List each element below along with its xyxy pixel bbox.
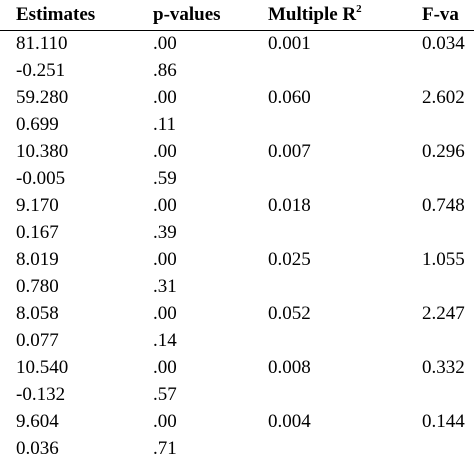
table-row: 0.077 .14 bbox=[0, 329, 474, 356]
table-row: 0.699 .11 bbox=[0, 113, 474, 140]
multiple-r-squared-cell: 0.060 bbox=[268, 87, 311, 108]
header-p-values: p-values bbox=[153, 4, 221, 25]
estimate-cell: 0.036 bbox=[16, 438, 59, 459]
estimate-cell: 59.280 bbox=[16, 87, 69, 108]
header-multiple-r-superscript: 2 bbox=[356, 3, 362, 15]
p-value-cell: .00 bbox=[153, 195, 177, 216]
table-row: 9.604 .00 0.004 0.144 bbox=[0, 410, 474, 437]
f-value-cell: 0.296 bbox=[422, 141, 465, 162]
estimate-cell: 0.699 bbox=[16, 114, 59, 135]
header-f-value: F-va bbox=[422, 4, 459, 25]
f-value-cell: 0.748 bbox=[422, 195, 465, 216]
estimate-cell: -0.132 bbox=[16, 384, 66, 405]
p-value-cell: .14 bbox=[153, 330, 177, 351]
table-header: Estimates p-values Multiple R2 F-va bbox=[0, 0, 474, 30]
p-value-cell: .11 bbox=[153, 114, 177, 135]
table-row: 0.167 .39 bbox=[0, 221, 474, 248]
p-value-cell: .00 bbox=[153, 249, 177, 270]
table-row: 0.780 .31 bbox=[0, 275, 474, 302]
header-multiple-r-text: Multiple R bbox=[268, 4, 357, 25]
multiple-r-squared-cell: 0.004 bbox=[268, 411, 311, 432]
p-value-cell: .57 bbox=[153, 384, 177, 405]
p-value-cell: .00 bbox=[153, 357, 177, 378]
p-value-cell: .00 bbox=[153, 87, 177, 108]
p-value-cell: .59 bbox=[153, 168, 177, 189]
table-row: -0.251 .86 bbox=[0, 59, 474, 86]
f-value-cell: 1.055 bbox=[422, 249, 465, 270]
table-row: 81.110 .00 0.001 0.034 bbox=[0, 32, 474, 59]
estimate-cell: 0.077 bbox=[16, 330, 59, 351]
estimate-cell: 0.780 bbox=[16, 276, 59, 297]
table-row: -0.005 .59 bbox=[0, 167, 474, 194]
estimate-cell: 8.058 bbox=[16, 303, 59, 324]
table-row: 0.036 .71 bbox=[0, 437, 474, 464]
p-value-cell: .86 bbox=[153, 60, 177, 81]
header-estimates: Estimates bbox=[16, 4, 96, 25]
estimate-cell: 9.170 bbox=[16, 195, 59, 216]
estimate-cell: 8.019 bbox=[16, 249, 59, 270]
table-row: 8.019 .00 0.025 1.055 bbox=[0, 248, 474, 275]
p-value-cell: .71 bbox=[153, 438, 177, 459]
multiple-r-squared-cell: 0.025 bbox=[268, 249, 311, 270]
multiple-r-squared-cell: 0.001 bbox=[268, 33, 311, 54]
p-value-cell: .00 bbox=[153, 411, 177, 432]
table-row: 59.280 .00 0.060 2.602 bbox=[0, 86, 474, 113]
table-row: 9.170 .00 0.018 0.748 bbox=[0, 194, 474, 221]
p-value-cell: .39 bbox=[153, 222, 177, 243]
p-value-cell: .00 bbox=[153, 141, 177, 162]
estimate-cell: 81.110 bbox=[16, 33, 68, 54]
header-multiple-r-squared: Multiple R2 bbox=[268, 2, 362, 28]
multiple-r-squared-cell: 0.018 bbox=[268, 195, 311, 216]
f-value-cell: 0.332 bbox=[422, 357, 465, 378]
f-value-cell: 0.144 bbox=[422, 411, 465, 432]
estimate-cell: -0.005 bbox=[16, 168, 66, 189]
header-rule bbox=[0, 30, 474, 31]
estimate-cell: -0.251 bbox=[16, 60, 66, 81]
table-row: -0.132 .57 bbox=[0, 383, 474, 410]
multiple-r-squared-cell: 0.008 bbox=[268, 357, 311, 378]
p-value-cell: .31 bbox=[153, 276, 177, 297]
multiple-r-squared-cell: 0.007 bbox=[268, 141, 311, 162]
f-value-cell: 0.034 bbox=[422, 33, 465, 54]
table-body: 81.110.00 0.001 0.034 -0.251.86 59.280.00 0.0… bbox=[0, 32, 474, 464]
estimate-cell: 0.167 bbox=[16, 222, 59, 243]
p-value-cell: .00 bbox=[153, 303, 177, 324]
table-row: 10.380 .00 0.007 0.296 bbox=[0, 140, 474, 167]
table-row: 10.540 .00 0.008 0.332 bbox=[0, 356, 474, 383]
f-value-cell: 2.247 bbox=[422, 303, 465, 324]
table-row: 8.058 .00 0.052 2.247 bbox=[0, 302, 474, 329]
f-value-cell: 2.602 bbox=[422, 87, 465, 108]
estimate-cell: 10.540 bbox=[16, 357, 69, 378]
p-value-cell: .00 bbox=[153, 33, 177, 54]
estimate-cell: 10.380 bbox=[16, 141, 69, 162]
estimate-cell: 9.604 bbox=[16, 411, 59, 432]
multiple-r-squared-cell: 0.052 bbox=[268, 303, 311, 324]
